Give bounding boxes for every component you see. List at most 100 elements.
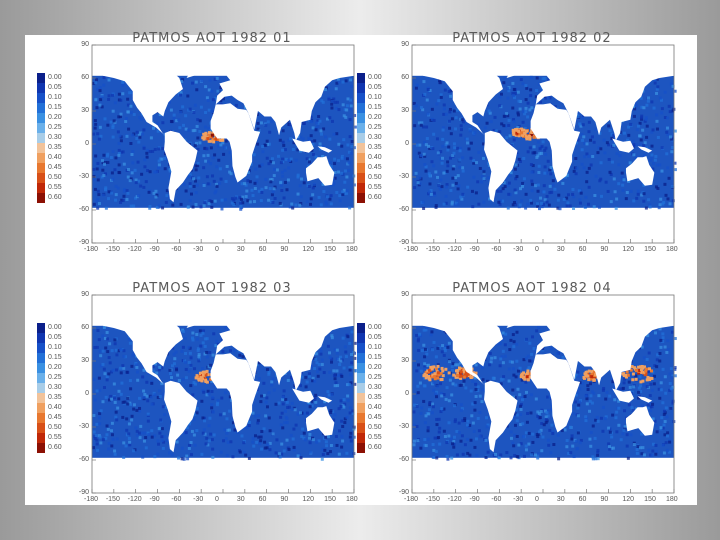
aot-pixel	[548, 96, 552, 100]
aot-pixel	[278, 452, 282, 456]
aot-pixel	[311, 379, 315, 383]
aot-pixel	[121, 92, 125, 96]
aot-pixel	[172, 362, 176, 366]
aot-pixel	[652, 106, 656, 110]
aot-pixel	[519, 442, 523, 446]
aot-pixel	[168, 169, 172, 173]
aot-pixel	[413, 186, 417, 190]
aot-pixel	[437, 99, 441, 103]
aot-pixel	[516, 113, 520, 117]
aot-hotspot-pixel	[436, 364, 440, 368]
aot-pixel	[107, 356, 111, 360]
aot-pixel	[460, 197, 464, 201]
aot-pixel	[659, 381, 663, 385]
aot-pixel	[627, 125, 631, 129]
aot-pixel	[579, 124, 583, 128]
aot-hotspot-pixel	[197, 378, 201, 382]
aot-pixel	[646, 99, 650, 103]
aot-pixel	[301, 427, 305, 431]
aot-pixel	[350, 144, 354, 148]
aot-pixel	[201, 341, 205, 345]
aot-pixel	[508, 174, 512, 178]
aot-pixel	[647, 351, 651, 355]
aot-pixel	[240, 182, 244, 186]
aot-pixel	[167, 195, 171, 199]
aot-pixel	[322, 190, 326, 194]
aot-pixel	[419, 411, 423, 415]
aot-pixel	[225, 329, 229, 333]
aot-pixel	[545, 194, 549, 198]
aot-hotspot-pixel	[206, 137, 210, 141]
aot-pixel	[157, 368, 161, 372]
aot-pixel	[238, 196, 242, 200]
aot-pixel	[657, 387, 661, 391]
aot-pixel	[308, 432, 312, 436]
aot-pixel	[160, 157, 164, 161]
colorbar-swatch	[37, 393, 45, 403]
aot-hotspot-pixel	[432, 365, 436, 369]
aot-pixel	[100, 105, 104, 109]
aot-hotspot-pixel	[630, 365, 634, 369]
aot-pixel	[151, 365, 155, 369]
aot-pixel	[267, 198, 271, 202]
aot-pixel	[492, 128, 496, 132]
aot-pixel	[647, 448, 651, 452]
aot-pixel	[143, 431, 147, 435]
colorbar-label: 0.25	[48, 374, 62, 381]
aot-pixel	[94, 81, 98, 85]
aot-pixel	[320, 358, 324, 362]
aot-pixel	[239, 197, 243, 201]
aot-pixel	[508, 348, 512, 352]
aot-hotspot-pixel	[206, 373, 210, 377]
aot-pixel	[524, 106, 528, 110]
aot-pixel	[580, 162, 584, 166]
aot-pixel	[663, 433, 667, 437]
aot-pixel	[622, 428, 626, 432]
aot-pixel	[122, 366, 126, 370]
aot-pixel	[211, 156, 215, 160]
aot-pixel	[599, 161, 603, 165]
aot-pixel	[534, 95, 538, 99]
aot-pixel	[547, 203, 551, 207]
aot-pixel	[203, 419, 207, 423]
aot-pixel	[663, 345, 667, 349]
aot-pixel	[443, 347, 447, 351]
aot-pixel	[645, 135, 649, 139]
aot-pixel	[488, 111, 492, 115]
aot-pixel	[141, 375, 145, 379]
aot-pixel	[191, 129, 195, 133]
aot-pixel	[460, 383, 464, 387]
aot-pixel	[506, 183, 510, 187]
aot-pixel	[270, 178, 274, 182]
colorbar-label: 0.50	[48, 174, 62, 181]
colorbar-swatch	[37, 133, 45, 143]
aot-pixel	[291, 437, 295, 441]
aot-pixel	[307, 160, 311, 164]
y-tick-label: -30	[398, 173, 409, 180]
aot-pixel	[210, 403, 214, 407]
aot-pixel	[208, 78, 212, 82]
aot-pixel	[353, 125, 357, 129]
aot-pixel	[118, 115, 122, 119]
land-mask	[612, 388, 634, 403]
aot-pixel	[427, 144, 431, 148]
aot-pixel	[636, 192, 640, 196]
aot-pixel	[324, 202, 328, 206]
aot-pixel	[129, 403, 133, 407]
aot-pixel	[519, 403, 523, 407]
aot-pixel	[612, 143, 616, 147]
aot-pixel	[591, 424, 595, 428]
aot-pixel	[511, 92, 515, 96]
aot-pixel	[338, 194, 342, 198]
aot-pixel	[659, 98, 663, 102]
aot-pixel	[157, 427, 161, 431]
aot-pixel	[652, 382, 656, 386]
aot-pixel	[256, 127, 260, 131]
aot-pixel	[540, 145, 544, 149]
aot-pixel	[590, 135, 594, 139]
aot-hotspot-pixel	[466, 372, 470, 376]
aot-pixel	[326, 435, 330, 439]
aot-pixel	[439, 93, 443, 97]
aot-pixel	[417, 363, 421, 367]
aot-pixel	[154, 189, 158, 193]
